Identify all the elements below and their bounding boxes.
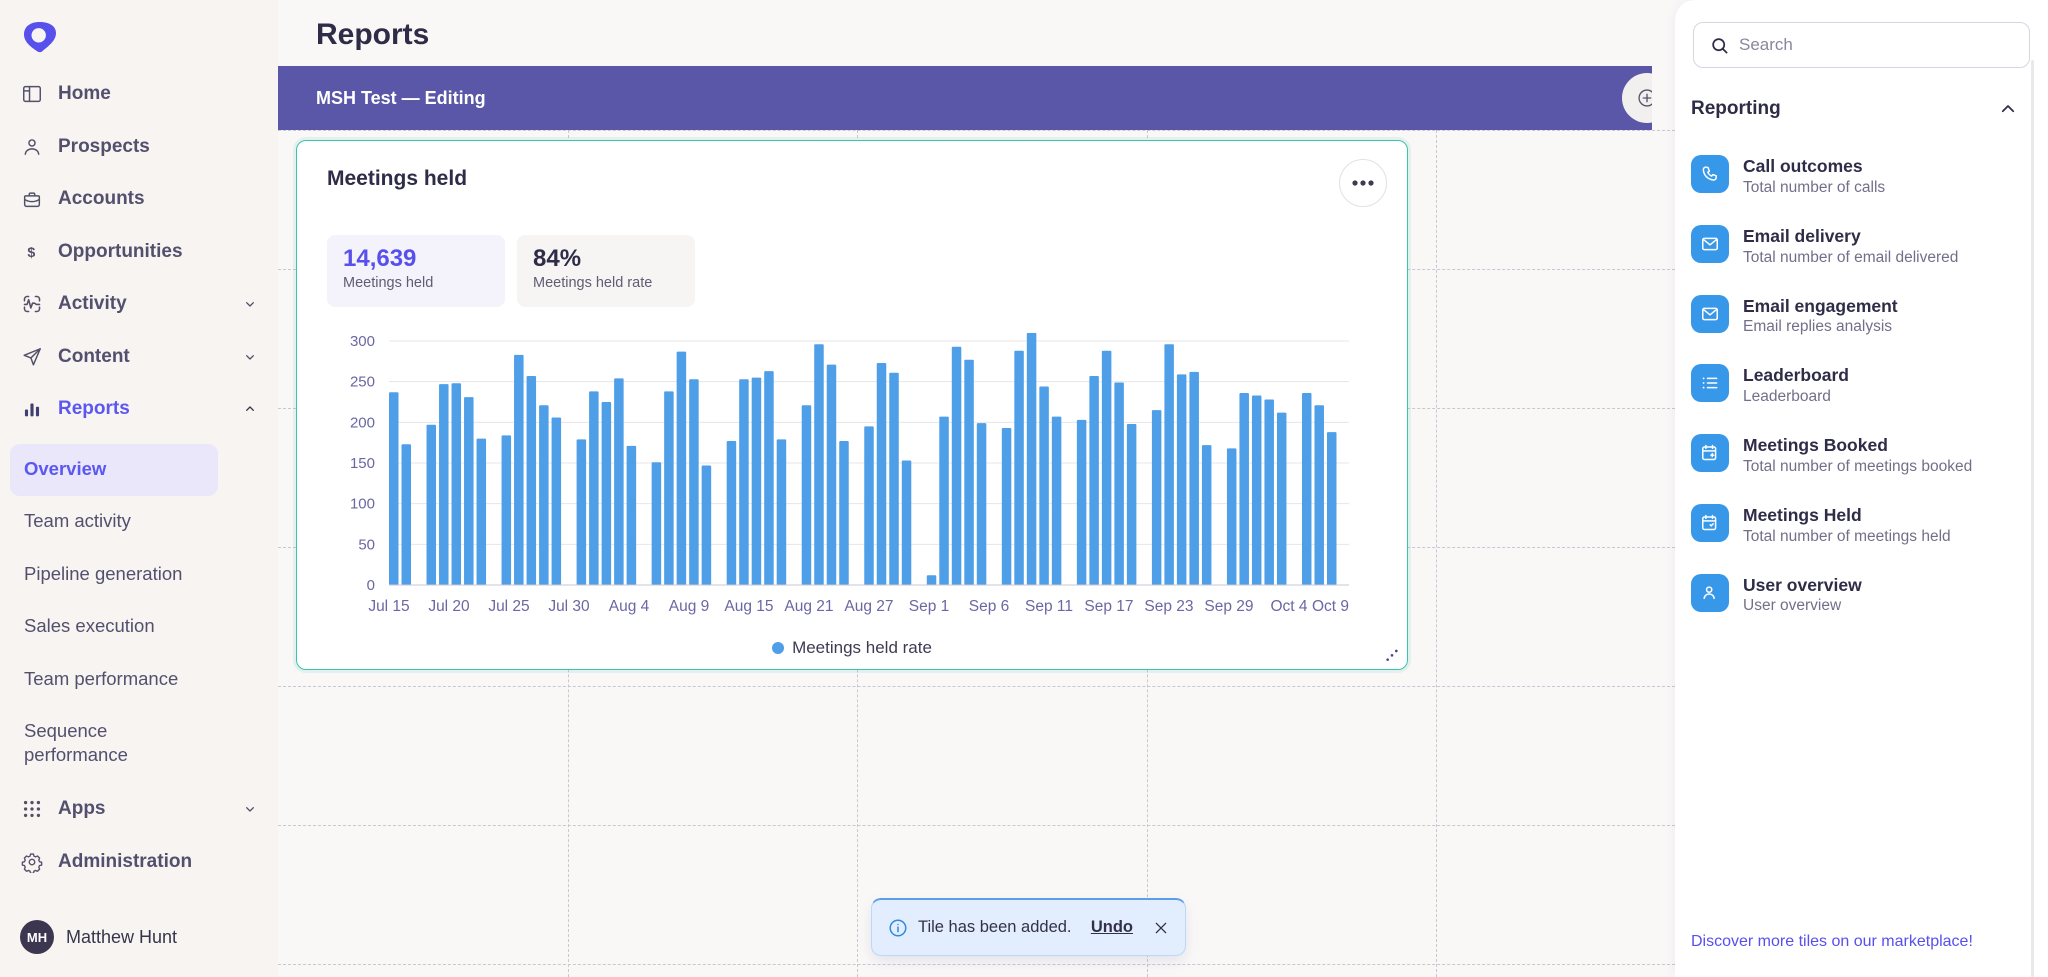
svg-text:Aug 9: Aug 9	[669, 598, 710, 615]
svg-text:Sep 6: Sep 6	[969, 598, 1010, 615]
svg-text:Sep 29: Sep 29	[1204, 598, 1253, 615]
svg-text:Aug 15: Aug 15	[724, 598, 773, 615]
svg-text:50: 50	[358, 536, 375, 553]
svg-text:Oct 4: Oct 4	[1270, 598, 1307, 615]
svg-text:Sep 23: Sep 23	[1144, 598, 1193, 615]
svg-text:Aug 4: Aug 4	[609, 598, 650, 615]
svg-text:Aug 27: Aug 27	[844, 598, 893, 615]
svg-text:300: 300	[350, 333, 375, 350]
svg-text:$: $	[27, 245, 35, 261]
svg-text:Jul 15: Jul 15	[368, 598, 409, 615]
svg-text:Jul 30: Jul 30	[548, 598, 590, 615]
svg-text:Jul 20: Jul 20	[428, 598, 470, 615]
svg-text:Sep 1: Sep 1	[909, 598, 950, 615]
svg-text:100: 100	[350, 496, 375, 513]
svg-text:Jul 25: Jul 25	[488, 598, 529, 615]
svg-text:Sep 11: Sep 11	[1025, 598, 1073, 615]
svg-text:Oct 9: Oct 9	[1312, 598, 1349, 615]
svg-text:250: 250	[350, 374, 375, 391]
svg-text:150: 150	[350, 455, 375, 472]
svg-text:Aug 21: Aug 21	[784, 598, 833, 615]
svg-text:200: 200	[350, 414, 375, 431]
svg-text:Sep 17: Sep 17	[1084, 598, 1133, 615]
svg-text:0: 0	[367, 577, 375, 594]
